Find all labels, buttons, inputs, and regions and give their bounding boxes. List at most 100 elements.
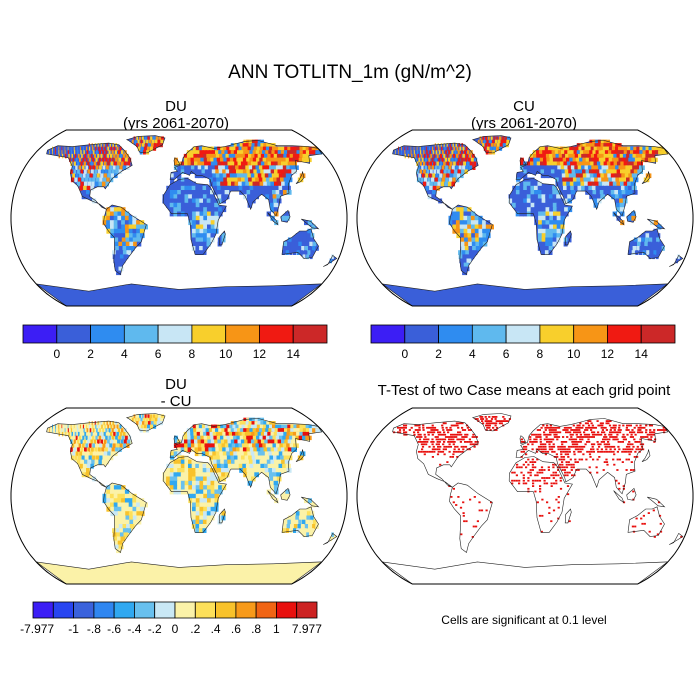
grid-cell [562,181,568,187]
grid-cell [195,250,200,255]
grid-cell [269,476,275,482]
grid-cell [268,190,274,195]
significant-cell [573,453,576,456]
significant-cell [567,493,570,496]
grid-cell [277,169,283,174]
grid-cell [478,224,483,230]
significant-cell [443,445,446,448]
grid-cell [224,150,230,155]
significant-cell [423,433,426,436]
grid-cell [112,143,114,148]
significant-cell [426,441,429,443]
grid-cell [279,190,285,195]
grid-cell [492,150,496,155]
significant-cell [421,441,425,443]
coastline-greenland [471,135,512,154]
grid-cell [649,233,653,239]
significant-cell [617,441,620,443]
grid-cell [601,165,607,170]
grid-cell [108,150,111,155]
grid-cell [92,198,97,204]
grid-cell [631,211,636,217]
significant-cell [544,426,547,429]
grid-cell [534,215,539,221]
grid-cell [203,498,208,504]
grid-cell [86,424,88,429]
grid-cell [180,202,186,208]
grid-cell [621,157,628,163]
panel-cu-title: CU (yrs 2061-2070) [394,98,654,132]
significant-cell [568,450,571,453]
significant-cell [462,514,465,517]
grid-cell [227,161,233,166]
grid-cell [245,143,252,148]
grid-cell [265,428,272,433]
significant-cell [638,441,641,443]
significant-cell [397,426,400,429]
grid-cell [116,146,119,151]
significant-cell [553,436,556,438]
grid-cell [260,161,267,166]
grid-cell [103,153,106,159]
grid-cell [626,169,633,174]
grid-cell [573,185,579,191]
grid-cell [427,153,429,159]
grid-cell [287,237,292,243]
grid-cell [106,493,111,499]
colorbar-swatch [607,324,642,344]
significant-cell [437,450,440,453]
grid-cell [162,476,167,482]
grid-cell [170,459,175,465]
grid-cell [636,246,640,251]
significant-cell [609,436,612,438]
grid-cell [580,161,586,166]
significant-cell [587,433,591,436]
grid-cell [553,215,558,221]
significant-cell [571,474,574,477]
grid-cell [120,439,124,444]
grid-cell [537,194,543,200]
grid-cell [136,515,141,521]
significant-cell [531,461,534,463]
grid-cell [556,190,561,195]
grid-cell [553,224,558,230]
grid-cell [220,435,225,441]
grid-cell [579,143,585,148]
significant-cell [443,431,446,434]
grid-cell [242,468,248,473]
grid-cell [173,202,178,208]
grid-cell [554,173,560,179]
significant-cell [648,424,652,427]
grid-cell [184,169,189,174]
grid-cell [116,532,122,538]
grid-cell [622,194,628,200]
grid-cell [110,439,114,444]
grid-cell [210,498,215,504]
grid-cell [139,502,145,508]
grid-cell [602,185,608,191]
grid-cell [279,157,285,163]
grid-cell [295,435,302,441]
significant-cell [465,436,468,438]
grid-cell [644,241,648,247]
significant-cell [428,450,431,453]
grid-cell [156,143,160,148]
grid-cell [611,177,617,183]
significant-cell [639,426,642,429]
grid-cell [86,190,90,195]
grid-cell [213,468,219,473]
grid-cell [229,435,235,441]
grid-cell [298,241,302,247]
land-layer-du [36,135,337,306]
grid-cell [212,173,217,179]
significant-cell [541,471,544,474]
grid-cell [187,439,192,444]
significant-cell [586,436,589,438]
grid-cell [95,424,97,429]
grid-cell [92,435,95,441]
grid-cell [273,476,278,482]
grid-cell [449,161,453,166]
significant-cell [589,471,592,474]
grid-cell [257,451,263,457]
grid-cell [203,506,208,512]
